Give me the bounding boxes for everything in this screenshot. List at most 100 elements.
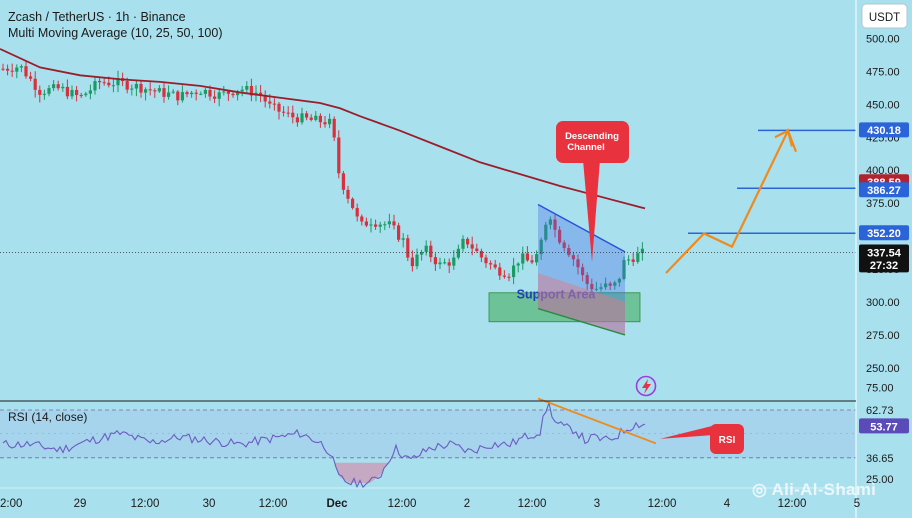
- candle-body: [19, 66, 23, 68]
- candle-body: [111, 85, 115, 87]
- price-label-box: [859, 244, 909, 260]
- price-label: 352.20: [867, 228, 901, 240]
- candle-body: [162, 88, 166, 97]
- candle-body: [438, 262, 442, 265]
- time-axis[interactable]: 12:00 29 12:00 30 12:00 Dec 12:00 2 12:00 3 12:00 4…: [0, 498, 860, 510]
- lightning-icon[interactable]: [635, 375, 657, 397]
- candle-body: [599, 287, 603, 289]
- candle-body: [203, 89, 207, 94]
- channel-callout-pointer: [583, 160, 600, 262]
- candle-body: [360, 216, 364, 222]
- channel-callout-box[interactable]: [556, 121, 629, 163]
- candle-body: [125, 81, 129, 90]
- currency-button[interactable]: [861, 3, 908, 29]
- candle-body: [153, 90, 157, 92]
- candle-body: [640, 248, 644, 254]
- channel-callout-text: Descending: [565, 131, 619, 142]
- candle-body: [286, 112, 290, 114]
- candle-body: [401, 238, 405, 240]
- candle-body: [309, 117, 313, 120]
- candle-body: [544, 224, 548, 240]
- candle-body: [617, 278, 621, 283]
- price-tick-label: 400.00: [866, 165, 900, 177]
- price-label: 27:32: [870, 260, 898, 272]
- price-axis[interactable]: 500.00475.00450.00425.00400.00375.00350.…: [859, 33, 909, 486]
- candle-body: [10, 70, 14, 72]
- candle-body: [410, 257, 414, 267]
- candle-body: [429, 245, 433, 258]
- indicator-title: Multi Moving Average (10, 25, 50, 100): [8, 26, 223, 40]
- time-tick-label: 5: [854, 498, 860, 510]
- candle-body: [245, 85, 249, 90]
- candle-body: [144, 89, 148, 93]
- candle-body: [328, 118, 332, 125]
- candle-body: [479, 251, 483, 258]
- candle-body: [507, 276, 511, 278]
- candle-body: [608, 283, 612, 286]
- candle-body: [268, 101, 272, 104]
- candle-body: [263, 94, 267, 102]
- candle-body: [79, 95, 83, 97]
- rsi-callout-text: RSI: [719, 435, 736, 446]
- rsi-tick-label: 36.65: [866, 453, 894, 465]
- candle-body: [259, 92, 263, 95]
- candle-body: [167, 92, 171, 97]
- candle-body: [88, 90, 92, 94]
- candle-body: [622, 260, 626, 279]
- time-tick-label: 3: [594, 498, 600, 510]
- candle-body: [447, 262, 451, 266]
- rsi-oversold-fill: [335, 462, 388, 483]
- channel-fill: [538, 204, 625, 335]
- candle-body: [337, 137, 341, 174]
- candle-body: [75, 89, 79, 96]
- candle-body: [148, 89, 152, 91]
- rsi-callout-box[interactable]: [710, 424, 744, 454]
- time-tick-label: Dec: [326, 498, 348, 510]
- candle-body: [176, 91, 180, 101]
- candle-body: [98, 81, 102, 83]
- candle-body: [116, 78, 120, 86]
- candle-body: [369, 224, 373, 226]
- candle-body: [502, 275, 506, 277]
- candle-body: [516, 263, 520, 266]
- candle-body: [539, 239, 543, 255]
- candle-body: [530, 260, 534, 263]
- channel-lower-line: [537, 307, 626, 336]
- candle-body: [157, 88, 161, 92]
- candle-body: [364, 221, 368, 226]
- time-tick-label: 12:00: [518, 498, 547, 510]
- price-label: 430.18: [867, 125, 901, 137]
- candle-body: [415, 254, 419, 267]
- candle-body: [594, 288, 598, 290]
- price-tick-label: 275.00: [866, 330, 900, 342]
- candle-body: [553, 219, 557, 230]
- candle-body: [318, 115, 322, 123]
- candle-body: [323, 122, 327, 125]
- time-tick-label: 4: [724, 498, 731, 510]
- candle-body: [240, 89, 244, 92]
- candle-body: [636, 253, 640, 262]
- candle-body: [185, 92, 189, 95]
- time-tick-label: 12:00: [259, 498, 288, 510]
- channel-callout-text: Channel: [567, 142, 604, 153]
- candle-body: [341, 173, 345, 190]
- rsi-tick-label: 75.00: [866, 382, 894, 394]
- candle-body: [456, 248, 460, 258]
- candle-body: [581, 267, 585, 276]
- price-label-box: [859, 122, 909, 138]
- candle-body: [613, 282, 617, 286]
- candle-body: [493, 264, 497, 268]
- candle-body: [226, 91, 230, 94]
- price-label: 386.27: [867, 185, 901, 197]
- time-tick-label: 30: [203, 498, 216, 510]
- time-tick-label: 12:00: [131, 498, 160, 510]
- bottom-axis-band: [0, 488, 912, 518]
- price-tick-label: 450.00: [866, 99, 900, 111]
- candle-body: [291, 112, 295, 118]
- candle-body: [484, 257, 488, 264]
- candle-body: [475, 248, 479, 252]
- channel-upper-line: [537, 203, 626, 253]
- candle-body: [29, 76, 33, 79]
- price-tick-label: 500.00: [866, 33, 900, 45]
